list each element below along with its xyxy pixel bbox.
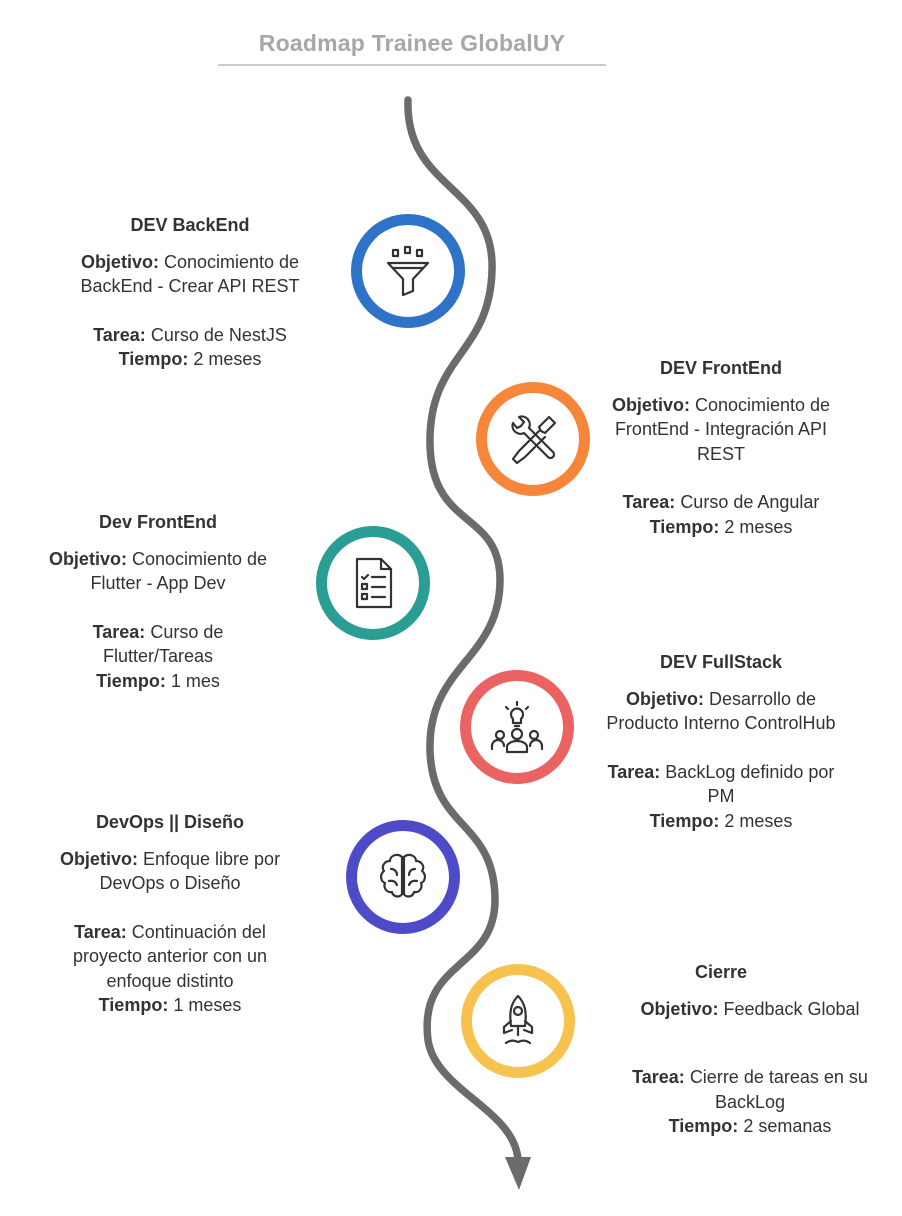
tiempo-label: Tiempo: (98, 995, 169, 1015)
tiempo-text: 2 meses (724, 516, 793, 537)
rocket-icon (502, 994, 534, 1045)
tiempo-text: 1 meses (173, 995, 242, 1015)
stage-heading: DEV FullStack (659, 652, 783, 672)
stage-tarea: Tarea: Curso de Angular Tiempo: 2 meses (576, 490, 866, 539)
stage-objetivo: Objetivo: Conocimiento de FrontEnd - Int… (576, 393, 866, 467)
objetivo-label: Objetivo: (80, 251, 159, 272)
stage-circle-devops (346, 820, 460, 934)
stage-heading: Cierre (694, 962, 748, 982)
tarea-text: PM (707, 786, 735, 806)
stage-text-cierre: Cierre Objetivo: Feedback Global Tarea: … (600, 960, 900, 1139)
tarea-label: Tarea: (622, 492, 676, 512)
stage-objetivo: Objetivo: Conocimiento de Flutter - App … (10, 547, 306, 596)
stage-circle-fullstack (460, 670, 574, 784)
tarea-text: Flutter/Tareas (102, 646, 214, 666)
stage-heading: DevOps || Diseño (95, 812, 245, 832)
stage-circle-frontend (476, 382, 590, 496)
stage-objetivo: Objetivo: Desarrollo de Producto Interno… (576, 687, 866, 736)
stage-tarea: Tarea: Cierre de tareas en su BackLog Ti… (600, 1065, 900, 1139)
tarea-label: Tarea: (93, 324, 146, 345)
tarea-text: BackLog (714, 1091, 786, 1112)
tarea-text: Curso de NestJS (150, 324, 287, 345)
tools-icon (511, 415, 557, 465)
tiempo-text: 2 meses (193, 349, 262, 369)
stage-tarea: Tarea: Curso de NestJS Tiempo: 2 meses (40, 323, 340, 372)
stage-text-fullstack: DEV FullStack Objetivo: Desarrollo de Pr… (576, 650, 866, 833)
objetivo-text: Conocimiento de (694, 394, 831, 415)
tarea-label: Tarea: (74, 921, 127, 942)
arrow-head-icon (505, 1157, 531, 1190)
objetivo-text: Producto Interno ControlHub (606, 713, 836, 733)
stage-objetivo: Objetivo: Conocimiento de BackEnd - Crea… (40, 250, 340, 299)
objetivo-text: DevOps o Diseño (99, 873, 241, 893)
tarea-label: Tarea: (607, 761, 661, 782)
objetivo-text: Conocimiento de (131, 548, 268, 569)
tiempo-label: Tiempo: (118, 349, 189, 369)
objetivo-text: Feedback Global (723, 998, 860, 1019)
stage-tarea: Tarea: BackLog definido por PM Tiempo: 2… (576, 760, 866, 834)
tarea-text: BackLog definido por (665, 761, 835, 782)
objetivo-label: Objetivo: (48, 548, 127, 569)
checklist-icon (355, 557, 393, 609)
objetivo-text: FrontEnd - Integración API (614, 419, 828, 439)
tarea-label: Tarea: (92, 621, 146, 642)
stage-text-backend: DEV BackEnd Objetivo: Conocimiento de Ba… (40, 213, 340, 372)
stage-heading: DEV FrontEnd (660, 358, 782, 378)
stage-objetivo: Objetivo: Enfoque libre por DevOps o Dis… (20, 847, 320, 896)
tiempo-text: 1 mes (170, 670, 220, 691)
tarea-text: enfoque distinto (106, 970, 234, 991)
tiempo-text: 2 meses (724, 810, 793, 831)
tarea-text: Curso de Angular (680, 492, 820, 512)
objetivo-label: Objetivo: (59, 848, 138, 869)
tarea-text: Cierre de tareas en su (689, 1067, 868, 1087)
tiempo-label: Tiempo: (668, 1116, 739, 1136)
objetivo-label: Objetivo: (640, 998, 719, 1019)
tarea-text: proyecto anterior con un (72, 946, 268, 966)
stage-objetivo: Objetivo: Feedback Global (600, 997, 900, 1022)
tiempo-text: 2 semanas (743, 1116, 832, 1136)
objetivo-label: Objetivo: (611, 394, 690, 415)
tiempo-label: Tiempo: (96, 670, 166, 691)
stage-circle-backend (351, 214, 465, 328)
stage-heading: DEV BackEnd (130, 215, 250, 235)
stage-text-frontend: DEV FrontEnd Objetivo: Conocimiento de F… (576, 356, 866, 539)
objetivo-text: Conocimiento de (163, 251, 300, 272)
stage-circle-flutter (316, 526, 430, 640)
stage-tarea: Tarea: Continuación del proyecto anterio… (20, 920, 320, 1018)
brain-icon (380, 853, 426, 898)
stage-text-devops: DevOps || Diseño Objetivo: Enfoque libre… (20, 810, 320, 1018)
stage-circle-cierre (461, 964, 575, 1078)
stage-tarea: Tarea: Curso de Flutter/Tareas Tiempo: 1… (10, 620, 306, 694)
tarea-text: Continuación del (131, 921, 266, 942)
objetivo-text: BackEnd - Crear API REST (80, 276, 300, 296)
objetivo-text: Desarrollo de (708, 688, 817, 709)
title-underline (218, 64, 606, 66)
objetivo-text: REST (696, 443, 745, 464)
stage-heading: Dev FrontEnd (98, 512, 217, 532)
page-title: Roadmap Trainee GlobalUY (258, 30, 566, 56)
objetivo-text: Flutter - App Dev (90, 573, 226, 593)
objetivo-text: Enfoque libre por (142, 848, 281, 869)
funnel-icon (386, 245, 430, 297)
tiempo-label: Tiempo: (649, 810, 720, 831)
team-idea-icon (490, 700, 544, 754)
tiempo-label: Tiempo: (649, 516, 720, 537)
tarea-label: Tarea: (632, 1067, 685, 1087)
stage-text-flutter: Dev FrontEnd Objetivo: Conocimiento de F… (10, 510, 306, 693)
objetivo-label: Objetivo: (625, 688, 704, 709)
tarea-text: Curso de (150, 621, 224, 642)
